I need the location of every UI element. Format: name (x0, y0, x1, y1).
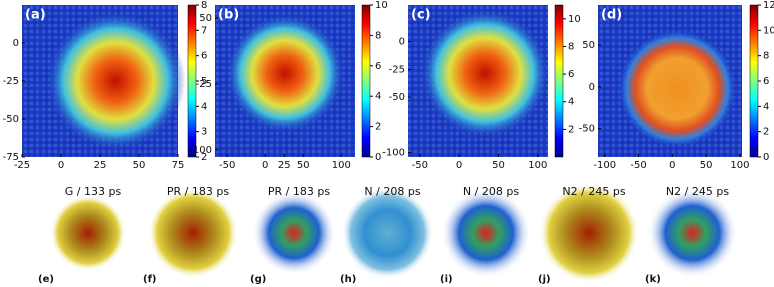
colorbar-tick-label: 6 (568, 69, 574, 80)
x-tick-label: 25 (94, 160, 107, 171)
x-tick-label: -50 (219, 160, 235, 171)
y-tick-label: -50 (3, 114, 19, 125)
x-tick-label: 75 (172, 160, 185, 171)
x-tick-label: -100 (593, 160, 616, 171)
colorbar-tick-label: 10 (375, 0, 388, 11)
colorbar-tick-label: 6 (763, 76, 769, 87)
y-tick-label: -75 (3, 152, 19, 163)
panel-label: (d) (601, 8, 622, 23)
panel-label: (j) (538, 274, 551, 285)
panel-label: (k) (645, 274, 661, 285)
heatmap-hotspot (45, 11, 186, 151)
y-tick-label: -25 (3, 76, 19, 87)
panel-title: G / 133 ps (65, 185, 122, 198)
colorbar-tick-label: 0 (763, 152, 769, 163)
cluster-image (252, 191, 336, 275)
colorbar-tick-label: 4 (763, 101, 769, 112)
colorbar-tick-label: 8 (568, 41, 574, 52)
heatmap-hotspot (420, 8, 550, 139)
cluster-image (647, 188, 738, 278)
heatmap-hotspot (225, 13, 345, 134)
x-tick-label: 0 (669, 160, 675, 171)
heatmap-hotspot (617, 28, 738, 149)
y-tick-label: 50 (582, 40, 595, 51)
colorbar-tick-label: 4 (375, 91, 381, 102)
colorbar-tick-label: 7 (201, 25, 207, 36)
colorbar (749, 4, 759, 158)
y-tick-label: -100 (382, 148, 405, 159)
x-tick-label: 100 (528, 160, 547, 171)
y-tick-label: 0 (13, 38, 19, 49)
panel-label: (i) (440, 274, 453, 285)
panel-title: N / 208 ps (463, 185, 519, 198)
x-tick-label: -25 (14, 160, 30, 171)
panel-title: N / 208 ps (364, 185, 420, 198)
colorbar-tick-label: 4 (568, 97, 574, 108)
colorbar (361, 4, 371, 158)
colorbar-tick-label: 2 (201, 152, 207, 163)
panel-label: (a) (25, 8, 46, 23)
colorbar-tick-label: 3 (201, 127, 207, 138)
y-tick-label: -50 (579, 124, 595, 135)
colorbar-tick-label: 0 (375, 152, 381, 163)
colorbar-tick-label: 4 (201, 101, 207, 112)
colorbar-tick-label: 2 (568, 124, 574, 135)
cluster-image (441, 188, 531, 278)
y-tick-label: -25 (389, 64, 405, 75)
colorbar (554, 4, 564, 158)
x-tick-label: 100 (332, 160, 351, 171)
x-tick-label: 50 (133, 160, 146, 171)
panel-title: N2 / 245 ps (666, 185, 729, 198)
panel-title: N2 / 245 ps (562, 185, 625, 198)
colorbar-tick-label: 12 (763, 0, 774, 11)
x-tick-label: 100 (730, 160, 749, 171)
y-tick-label: 0 (589, 82, 595, 93)
colorbar-tick-label: 2 (375, 122, 381, 133)
cluster-image (148, 188, 238, 278)
cluster-image (50, 195, 126, 271)
panel-label: (e) (38, 274, 54, 285)
x-tick-label: 0 (456, 160, 462, 171)
y-tick-label: -50 (389, 92, 405, 103)
y-tick-label: 0 (399, 37, 405, 48)
panel-label: (f) (143, 274, 157, 285)
panel-label: (g) (250, 274, 266, 285)
cluster-image (539, 183, 639, 283)
cluster-image (341, 187, 434, 279)
y-tick-label: 50 (199, 13, 212, 24)
x-tick-label: 50 (700, 160, 713, 171)
y-tick-label: -25 (196, 79, 212, 90)
x-tick-label: -50 (630, 160, 646, 171)
panel-title: PR / 183 ps (268, 185, 330, 198)
panel-title: PR / 183 ps (167, 185, 229, 198)
panel-label: (h) (340, 274, 356, 285)
x-tick-label: -50 (412, 160, 428, 171)
colorbar-tick-label: 8 (201, 0, 207, 11)
panel-label: (b) (218, 8, 239, 23)
colorbar-tick-label: 5 (201, 76, 207, 87)
colorbar-tick-label: 2 (763, 127, 769, 138)
colorbar-tick-label: 8 (763, 51, 769, 62)
colorbar-tick-label: 6 (375, 61, 381, 72)
x-tick-label: 25 (278, 160, 291, 171)
colorbar-tick-label: 8 (375, 30, 381, 41)
x-tick-label: 0 (262, 160, 268, 171)
y-tick-label: -100 (189, 145, 212, 156)
colorbar-tick-label: 10 (763, 25, 774, 36)
colorbar-tick-label: 6 (201, 51, 207, 62)
x-tick-label: 0 (58, 160, 64, 171)
colorbar-tick-label: 10 (568, 14, 581, 25)
x-tick-label: 50 (492, 160, 505, 171)
x-tick-label: 50 (297, 160, 310, 171)
panel-label: (c) (411, 8, 431, 23)
